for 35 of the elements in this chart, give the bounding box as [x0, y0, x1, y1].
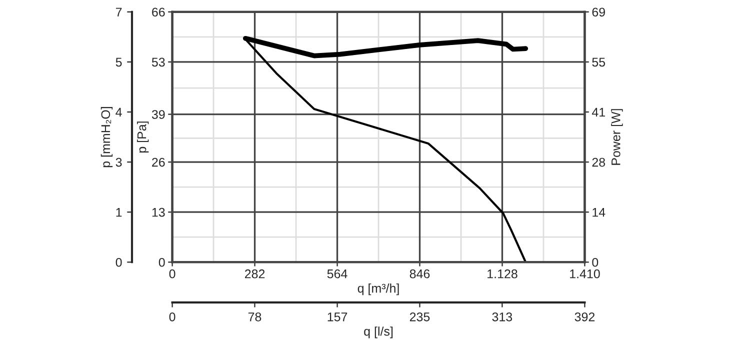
y3-axis-title: p [mmH₂O]: [100, 107, 113, 168]
x-axis-title: q [m³/h]: [358, 284, 399, 296]
y3-tick-label: 1: [116, 208, 122, 217]
y-tick-label: 53: [152, 58, 165, 67]
y-tick-label: 39: [152, 110, 165, 119]
y-tick-label: 66: [152, 8, 165, 17]
y3-tick-label: 0: [116, 258, 122, 267]
y-tick-label: 26: [152, 158, 165, 167]
y2-tick-label: 14: [592, 208, 606, 217]
x2-tick-label: 392: [574, 312, 595, 322]
x2-tick-label: 0: [169, 312, 176, 322]
y-tick-label: 0: [158, 258, 165, 267]
x2-axis-title: q [l/s]: [364, 326, 393, 338]
x2-tick-label: 235: [410, 312, 430, 322]
x-tick-label: 282: [244, 269, 265, 278]
x2-tick-label: 157: [328, 312, 348, 322]
y2-tick-label: 0: [592, 258, 598, 267]
y2-tick-label: 55: [592, 58, 606, 67]
x-tick-label: 1.128: [488, 269, 518, 278]
y-axis-title: p [Pa]: [137, 122, 149, 153]
x-tick-label: 0: [169, 269, 176, 278]
x-tick-label: 846: [410, 269, 430, 278]
y3-tick-label: 4: [116, 108, 122, 117]
y2-tick-label: 28: [592, 158, 606, 167]
y2-tick-label: 69: [592, 8, 605, 17]
y3-tick-label: 5: [116, 58, 122, 67]
x-tick-label: 1.410: [570, 269, 600, 278]
x-tick-label: 564: [327, 269, 348, 278]
y2-axis-title: Power [W]: [611, 109, 623, 165]
y2-tick-label: 41: [592, 108, 605, 117]
y-tick-label: 13: [152, 208, 165, 217]
y3-tick-label: 3: [116, 158, 122, 167]
x2-tick-label: 313: [492, 312, 512, 322]
x2-tick-label: 78: [248, 312, 262, 322]
y3-tick-label: 7: [116, 8, 122, 16]
